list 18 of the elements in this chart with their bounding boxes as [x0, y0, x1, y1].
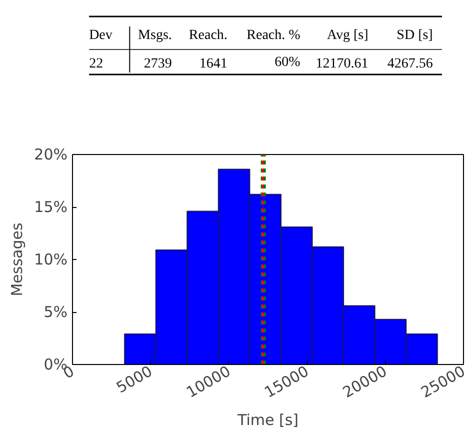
text: Reach. — [188, 28, 228, 43]
text: 1641 — [199, 56, 228, 72]
text: 60% — [274, 55, 301, 70]
y-tick-label: 5% — [44, 303, 68, 321]
x-axis-title: Time [s] — [236, 410, 298, 429]
text: 2739 — [144, 56, 172, 72]
text: 12170.61 — [316, 56, 368, 72]
y-tick-label: 15% — [34, 198, 68, 216]
text: Msgs. — [138, 28, 172, 43]
text: SD [s] — [396, 28, 433, 43]
text: Dev — [89, 28, 112, 43]
text: 22 — [89, 56, 104, 72]
y-tick-label: 20% — [34, 146, 68, 164]
y-tick-label: 10% — [34, 250, 68, 268]
text: Avg [s] — [326, 28, 368, 43]
text: 4267.56 — [387, 56, 433, 72]
y-axis-title: Messages — [8, 222, 26, 296]
text: Reach. % — [246, 28, 301, 43]
